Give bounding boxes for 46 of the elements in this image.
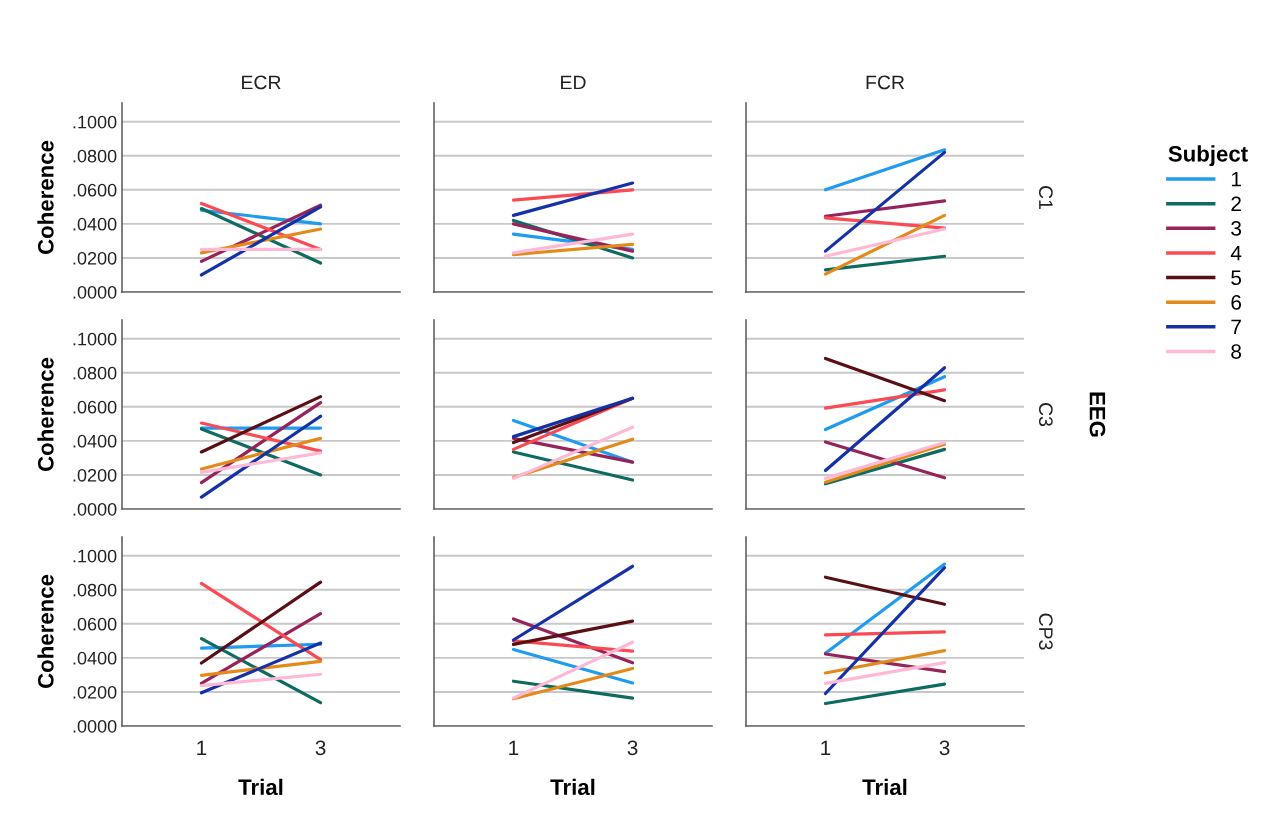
legend-label: 8 — [1231, 344, 1242, 359]
legend-label: 3 — [1231, 221, 1242, 236]
y2-axis-title: CP3 — [1038, 613, 1053, 650]
y-tick-label: .0400 — [73, 217, 117, 231]
y-tick-label: .0400 — [73, 651, 117, 665]
y-axis-title: Coherence — [37, 574, 54, 689]
y-tick-label: .0200 — [73, 251, 117, 265]
legend-title: Subject — [1168, 145, 1248, 167]
y-tick-label: .0600 — [73, 400, 117, 414]
y-tick-label: .0000 — [73, 502, 117, 516]
y-tick-label: .0000 — [73, 285, 117, 299]
x-tick-label: 3 — [939, 740, 950, 756]
y-axis-title: Coherence — [37, 140, 54, 255]
x-tick-label: 3 — [315, 740, 326, 756]
y-tick-label: .0600 — [73, 617, 117, 631]
y-tick-label: .0800 — [73, 149, 117, 163]
x-axis-title: Trial — [238, 778, 283, 796]
y-tick-label: .1000 — [73, 549, 117, 563]
legend-label: 4 — [1230, 245, 1242, 261]
legend-label: 2 — [1231, 196, 1241, 211]
chart-title: ED — [561, 75, 586, 90]
y-tick-label: .0000 — [73, 719, 117, 733]
y-tick-label: .1000 — [73, 332, 117, 346]
y-axis-title: Coherence — [37, 357, 54, 472]
y2-axis-title: C1 — [1038, 186, 1053, 209]
x-axis-title: Trial — [862, 778, 907, 796]
y-tick-label: .0200 — [73, 468, 117, 482]
legend-label: 7 — [1231, 319, 1241, 335]
x-tick-label: 3 — [627, 740, 638, 756]
legend-label: 6 — [1231, 294, 1242, 310]
y-tick-label: .1000 — [73, 115, 117, 129]
x-axis-title: Trial — [550, 778, 595, 796]
y-tick-label: .0600 — [73, 183, 117, 197]
x-tick-label: 1 — [197, 740, 207, 755]
y-tick-label: .0800 — [73, 366, 117, 380]
chart-title: ECR — [242, 75, 281, 90]
text: EEG — [1089, 392, 1106, 437]
y-tick-label: .0400 — [73, 434, 117, 448]
y2-axis-title: C3 — [1038, 403, 1053, 427]
legend-label: 1 — [1231, 172, 1241, 187]
x-tick-label: 1 — [509, 740, 519, 755]
x-tick-label: 1 — [821, 740, 831, 755]
y-tick-label: .0200 — [73, 685, 117, 699]
y-tick-label: .0800 — [73, 583, 117, 597]
chart-title: FCR — [866, 75, 905, 90]
legend-label: 5 — [1231, 270, 1242, 286]
